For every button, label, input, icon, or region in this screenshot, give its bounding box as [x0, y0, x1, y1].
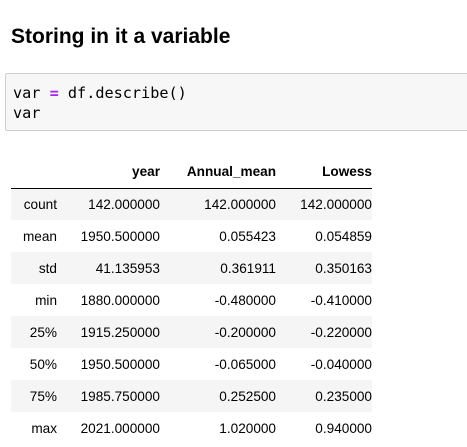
table-row: count 142.000000 142.000000 142.000000 [11, 188, 372, 220]
row-index-label: max [31, 420, 57, 436]
table-row: 75% 1985.750000 0.252500 0.235000 [11, 380, 372, 412]
table-row: 50% 1950.500000 -0.065000 -0.040000 [11, 348, 372, 380]
table-cell: 142.000000 [300, 196, 372, 212]
row-index-label: 75% [29, 388, 57, 404]
table-cell: 0.235000 [315, 388, 372, 404]
table-row: min 1880.000000 -0.480000 -0.410000 [11, 284, 372, 316]
table-cell: 1985.750000 [80, 388, 160, 404]
table-cell: 0.350163 [315, 260, 372, 276]
section-heading: Storing in it a variable [11, 25, 231, 48]
table-cell: 0.055423 [219, 228, 276, 244]
table-cell: -0.040000 [310, 356, 372, 372]
row-index-label: min [35, 292, 57, 308]
table-cell: -0.410000 [310, 292, 372, 308]
column-header-lowess: Lowess [276, 155, 372, 189]
code-call: df.describe() [67, 84, 187, 102]
code-cell[interactable]: var = df.describe() var [5, 73, 467, 131]
table-header-row: year Annual_mean Lowess [11, 155, 372, 189]
table-cell: 2021.000000 [80, 420, 160, 436]
row-index-label: count [23, 196, 57, 212]
row-index-label: 50% [29, 356, 57, 372]
code-line-1: var = df.describe() [13, 83, 467, 103]
row-index-label: 25% [29, 324, 57, 340]
table-cell: 1.020000 [219, 420, 276, 436]
table-cell: 1880.000000 [80, 292, 160, 308]
row-index-label: std [38, 260, 57, 276]
table-cell: 1915.250000 [80, 324, 160, 340]
code-line-2: var [13, 104, 41, 122]
table-cell: 142.000000 [204, 196, 276, 212]
code-assign-operator: = [49, 84, 59, 102]
table-row: max 2021.000000 1.020000 0.940000 [11, 412, 372, 444]
table-row: std 41.135953 0.361911 0.350163 [11, 252, 372, 284]
table-cell: 0.940000 [315, 420, 372, 436]
table-cell: 41.135953 [95, 260, 160, 276]
code-var-name: var [13, 84, 41, 102]
code-space [40, 84, 49, 102]
table-row: 25% 1915.250000 -0.200000 -0.220000 [11, 316, 372, 348]
column-header-annual-mean: Annual_mean [162, 155, 276, 189]
row-index-label: mean [22, 228, 57, 244]
table-cell: 1950.500000 [80, 356, 160, 372]
table-cell: -0.065000 [214, 356, 276, 372]
column-header-year: year [59, 155, 162, 189]
describe-output-table: year Annual_mean Lowess count 142.000000… [11, 155, 372, 444]
column-header-index [11, 155, 59, 189]
table-cell: -0.220000 [310, 324, 372, 340]
table-cell: -0.200000 [214, 324, 276, 340]
table-cell: 142.000000 [88, 196, 160, 212]
code-space [59, 84, 68, 102]
table-cell: -0.480000 [214, 292, 276, 308]
table-row: mean 1950.500000 0.055423 0.054859 [11, 220, 372, 252]
table-cell: 0.054859 [315, 228, 372, 244]
table-cell: 0.361911 [220, 260, 276, 276]
table-cell: 0.252500 [219, 388, 276, 404]
table-cell: 1950.500000 [80, 228, 160, 244]
